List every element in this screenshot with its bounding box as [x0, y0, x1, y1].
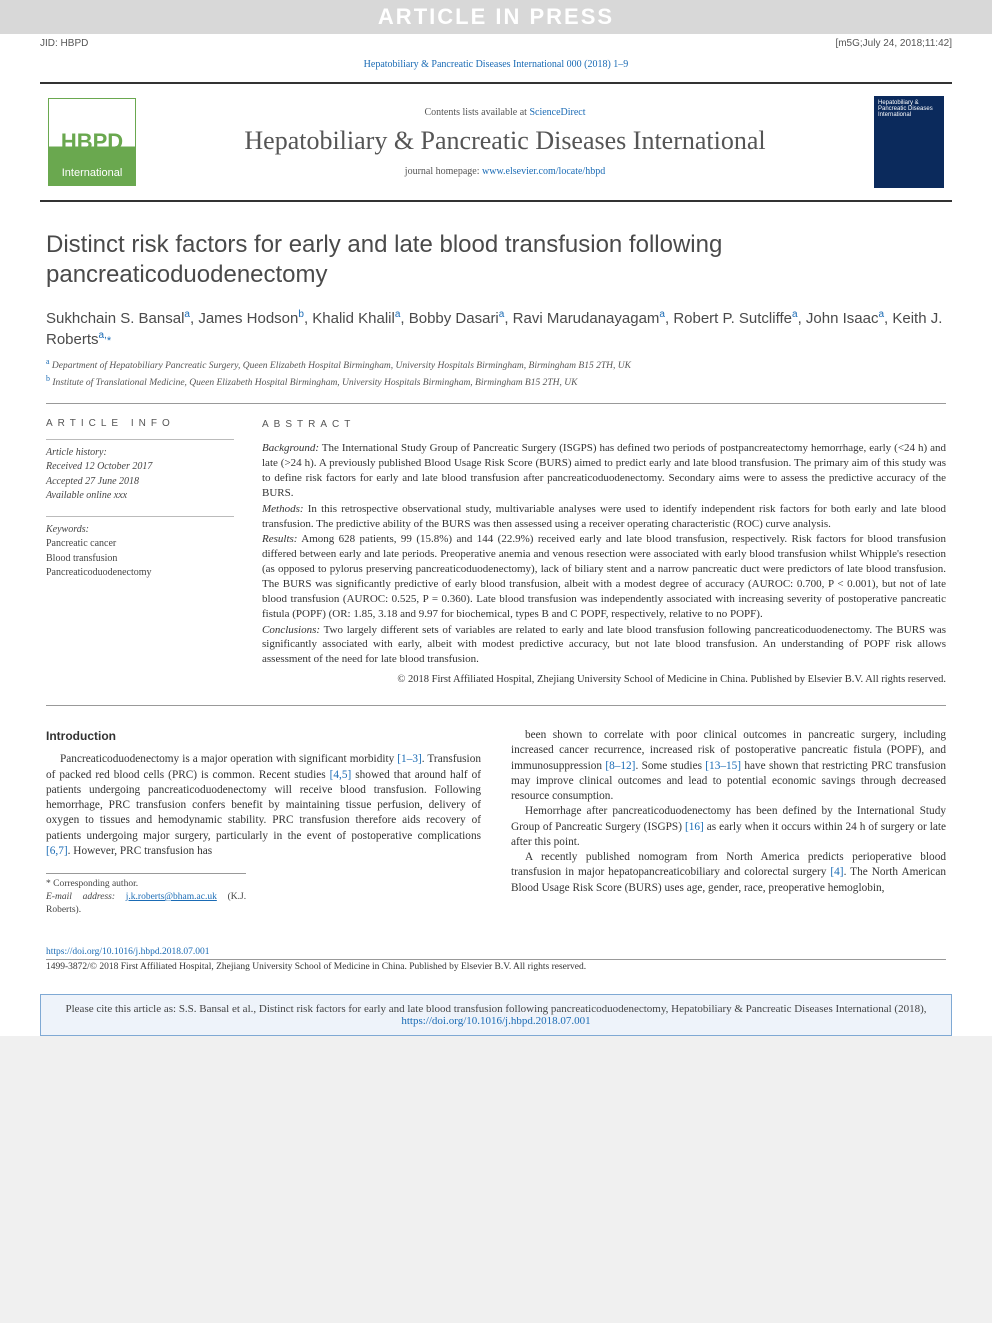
keyword: Pancreatic cancer	[46, 537, 234, 552]
contents-prefix: Contents lists available at	[424, 107, 529, 118]
article-title: Distinct risk factors for early and late…	[46, 230, 946, 290]
accepted-date: Accepted 27 June 2018	[46, 475, 234, 490]
citation-top: Hepatobiliary & Pancreatic Diseases Inte…	[0, 53, 992, 76]
bottom-meta: https://doi.org/10.1016/j.hbpd.2018.07.0…	[46, 947, 946, 972]
logo-subtitle: International	[62, 167, 123, 179]
homepage-line: journal homepage: www.elsevier.com/locat…	[150, 166, 860, 177]
article-body: Distinct risk factors for early and late…	[0, 202, 992, 937]
abstract-section: Conclusions: Two largely different sets …	[262, 623, 946, 668]
body-columns: Introduction Pancreaticoduodenectomy is …	[46, 728, 946, 916]
cite-doi-link[interactable]: https://doi.org/10.1016/j.hbpd.2018.07.0…	[401, 1015, 590, 1027]
masthead: HBPD International Contents lists availa…	[40, 82, 952, 202]
build-stamp: [m5G;July 24, 2018;11:42]	[835, 38, 952, 49]
keywords-label: Keywords:	[46, 523, 234, 538]
abstract-copyright: © 2018 First Affiliated Hospital, Zhejia…	[262, 673, 946, 687]
info-abstract-row: article info Article history: Received 1…	[46, 418, 946, 706]
article-info: article info Article history: Received 1…	[46, 418, 234, 687]
abstract-section: Methods: In this retrospective observati…	[262, 502, 946, 532]
author-email-link[interactable]: j.k.roberts@bham.ac.uk	[126, 892, 217, 902]
abstract: abstract Background: The International S…	[262, 418, 946, 687]
author-list: Sukhchain S. Bansala, James Hodsonb, Kha…	[46, 308, 946, 350]
info-heading: article info	[46, 418, 234, 429]
watermark-bar: ARTICLE IN PRESS	[0, 0, 992, 34]
meta-line: JID: HBPD [m5G;July 24, 2018;11:42]	[0, 34, 992, 53]
keyword: Blood transfusion	[46, 552, 234, 567]
issn-copyright: 1499-3872/© 2018 First Affiliated Hospit…	[46, 959, 946, 972]
jid: JID: HBPD	[40, 38, 88, 49]
masthead-center: Contents lists available at ScienceDirec…	[150, 107, 860, 177]
history-label: Article history:	[46, 446, 234, 461]
sciencedirect-link[interactable]: ScienceDirect	[529, 107, 585, 118]
doi-link[interactable]: https://doi.org/10.1016/j.hbpd.2018.07.0…	[46, 947, 209, 957]
affiliations: a Department of Hepatobiliary Pancreatic…	[46, 356, 946, 391]
abstract-section: Background: The International Study Grou…	[262, 441, 946, 500]
abstract-heading: abstract	[262, 418, 946, 432]
corresponding-author: * Corresponding author.	[46, 878, 246, 891]
logo-acronym: HBPD	[61, 131, 123, 153]
cite-text: Please cite this article as: S.S. Bansal…	[66, 1003, 927, 1015]
homepage-prefix: journal homepage:	[405, 166, 482, 177]
keyword: Pancreaticoduodenectomy	[46, 566, 234, 581]
journal-cover-thumb: Hepatobiliary & Pancreatic Diseases Inte…	[874, 96, 944, 188]
intro-para-3: Hemorrhage after pancreaticoduodenectomy…	[511, 804, 946, 850]
footnotes: * Corresponding author. E-mail address: …	[46, 873, 246, 916]
intro-para-1: Pancreaticoduodenectomy is a major opera…	[46, 752, 481, 859]
email-line: E-mail address: j.k.roberts@bham.ac.uk (…	[46, 891, 246, 917]
intro-para-4: A recently published nomogram from North…	[511, 850, 946, 896]
page: ARTICLE IN PRESS JID: HBPD [m5G;July 24,…	[0, 0, 992, 1036]
divider	[46, 403, 946, 404]
intro-heading: Introduction	[46, 728, 481, 744]
journal-logo: HBPD International	[48, 98, 136, 186]
intro-para-2: been shown to correlate with poor clinic…	[511, 728, 946, 804]
received-date: Received 12 October 2017	[46, 460, 234, 475]
homepage-link[interactable]: www.elsevier.com/locate/hbpd	[482, 166, 605, 177]
contents-line: Contents lists available at ScienceDirec…	[150, 107, 860, 118]
available-date: Available online xxx	[46, 489, 234, 504]
cite-box: Please cite this article as: S.S. Bansal…	[40, 994, 952, 1036]
abstract-section: Results: Among 628 patients, 99 (15.8%) …	[262, 532, 946, 621]
journal-title: Hepatobiliary & Pancreatic Diseases Inte…	[150, 126, 860, 156]
email-label: E-mail address:	[46, 892, 115, 902]
article-history: Article history: Received 12 October 201…	[46, 439, 234, 504]
keywords-block: Keywords: Pancreatic cancerBlood transfu…	[46, 516, 234, 581]
